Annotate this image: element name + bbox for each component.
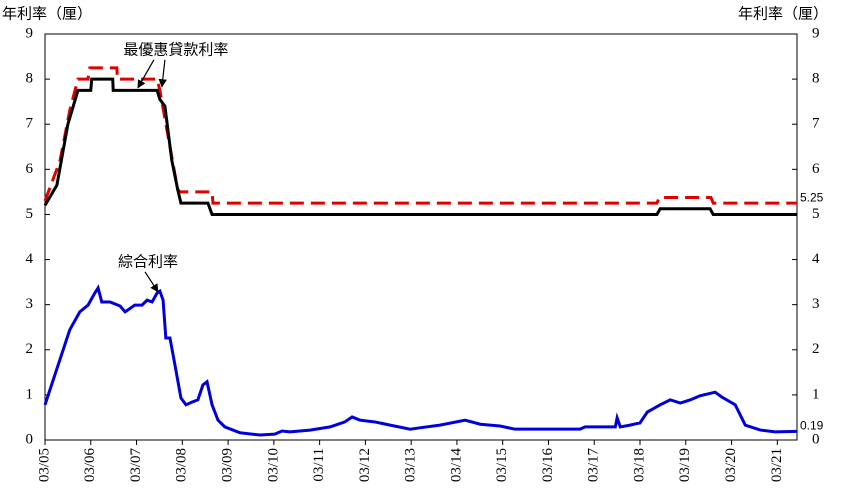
- annotation-arrow: [158, 59, 167, 88]
- y-tick-label: 0: [26, 431, 34, 447]
- x-tick-label: 03/07: [128, 448, 144, 483]
- x-tick-label: 03/21: [769, 448, 785, 482]
- y-tick-label: 4: [26, 251, 34, 267]
- y-tick-label: 2: [26, 341, 34, 357]
- y2-tick-label: 6: [812, 161, 820, 177]
- y2-tick-label: 8: [812, 71, 820, 87]
- annotation-arrow: [137, 59, 155, 89]
- x-tick-label: 03/12: [357, 448, 373, 482]
- y2-tick-label: 4: [812, 251, 820, 267]
- series-line: [43, 77, 797, 216]
- y-tick-label: 6: [26, 161, 34, 177]
- y2-tick-label: 5: [812, 206, 820, 222]
- series-line: [43, 66, 797, 205]
- end-label: 0.19: [800, 419, 824, 433]
- y-tick-label: 3: [26, 296, 34, 312]
- y-tick-label: 7: [26, 116, 34, 132]
- x-tick-label: 03/18: [631, 448, 647, 482]
- y2-tick-label: 9: [812, 25, 820, 41]
- x-tick-label: 03/15: [494, 448, 510, 482]
- x-tick-label: 03/16: [540, 448, 556, 483]
- x-tick-label: 03/09: [220, 448, 236, 482]
- x-tick-label: 03/17: [586, 448, 602, 483]
- end-label: 5.25: [800, 190, 824, 204]
- y-axis-label: 年利率（厘）: [2, 5, 92, 23]
- x-tick-label: 03/10: [265, 448, 281, 482]
- y2-tick-label: 0: [812, 431, 820, 447]
- y2-tick-label: 7: [812, 116, 820, 132]
- x-tick-label: 03/14: [448, 448, 464, 483]
- plot-frame: [44, 33, 798, 441]
- x-tick-label: 03/20: [723, 448, 739, 482]
- y-tick-label: 5: [26, 206, 34, 222]
- y-tick-label: 8: [26, 71, 34, 87]
- x-tick-label: 03/13: [403, 448, 419, 482]
- x-tick-label: 03/06: [82, 448, 98, 483]
- y2-tick-label: 2: [812, 341, 820, 357]
- x-tick-label: 03/19: [677, 448, 693, 482]
- annotation: 綜合利率: [118, 252, 178, 270]
- x-tick-label: 03/05: [36, 448, 52, 482]
- y2-tick-label: 1: [812, 386, 820, 402]
- y2-tick-label: 3: [812, 296, 820, 312]
- annotation: 最優惠貸款利率: [123, 40, 228, 58]
- annotation-arrow: [144, 271, 159, 293]
- y-tick-label: 9: [26, 25, 34, 41]
- y2-axis-label: 年利率（厘）: [738, 5, 828, 23]
- x-tick-label: 03/11: [311, 448, 327, 482]
- y-tick-label: 1: [26, 386, 34, 402]
- x-tick-label: 03/08: [174, 448, 190, 482]
- series-line: [43, 284, 798, 437]
